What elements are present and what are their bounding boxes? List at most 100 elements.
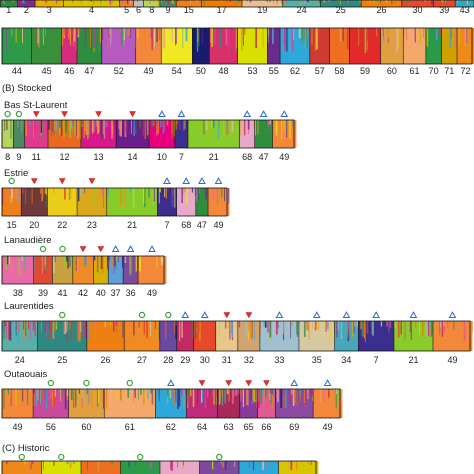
- admixture-streak: [291, 321, 294, 327]
- cluster-bar: [242, 0, 284, 7]
- admixture-streak: [155, 28, 157, 53]
- panel-2: 44 45 46 47 52 49 54 50 48 53 55 62 57 58 59 60 61 70 71 72: [1, 27, 474, 76]
- admixture-streak: [101, 389, 103, 400]
- population-block: 19: [241, 0, 284, 15]
- admixture-streak: [255, 389, 257, 401]
- admixture-streak: [67, 188, 69, 194]
- admixture-streak: [73, 256, 76, 275]
- admixture-streak: [84, 28, 87, 49]
- admixture-streak: [33, 389, 35, 406]
- admixture-streak: [55, 120, 58, 130]
- population-block: 30: [401, 0, 434, 15]
- admixture-streak: [291, 28, 294, 51]
- admixture-streak: [317, 321, 320, 331]
- admixture-streak: [280, 389, 283, 409]
- admixture-streak: [347, 321, 349, 337]
- admixture-streak: [158, 120, 160, 134]
- admixture-streak: [35, 321, 38, 328]
- admixture-streak: [196, 0, 198, 2]
- admixture-streak: [129, 256, 131, 276]
- population-block: 54: [160, 28, 193, 76]
- population-block: 66: [257, 380, 276, 432]
- admixture-streak: [261, 389, 263, 396]
- admixture-streak: [37, 120, 39, 125]
- admixture-streak: [213, 389, 215, 405]
- population-label: 28: [163, 355, 173, 365]
- admixture-streak: [297, 321, 298, 337]
- admixture-streak: [221, 188, 223, 197]
- admixture-streak: [248, 461, 251, 468]
- population-block: 24: [1, 321, 39, 365]
- admixture-streak: [173, 188, 176, 208]
- admixture-streak: [135, 120, 137, 134]
- population-block: 28: [159, 311, 178, 365]
- admixture-streak: [54, 120, 56, 132]
- cluster-bar: [2, 389, 34, 418]
- admixture-streak: [175, 321, 177, 326]
- admixture-streak: [122, 321, 124, 338]
- admixture-streak: [223, 120, 225, 135]
- admixture-streak: [342, 0, 344, 5]
- admixture-streak: [252, 389, 254, 401]
- admixture-streak: [464, 28, 466, 46]
- admixture-streak: [439, 28, 442, 37]
- admixture-streak: [359, 0, 361, 4]
- stocked-marker: [97, 246, 105, 253]
- admixture-streak: [175, 321, 177, 340]
- admixture-streak: [340, 321, 342, 340]
- admixture-streak: [364, 321, 366, 342]
- admixture-streak: [159, 188, 161, 193]
- population-label: 70: [429, 66, 439, 76]
- population-label: 49: [13, 422, 23, 432]
- admixture-streak: [65, 120, 66, 132]
- population-block: 21: [393, 311, 434, 365]
- population-block: 71: [441, 28, 458, 76]
- admixture-streak: [120, 389, 122, 400]
- admixture-streak: [92, 188, 95, 207]
- admixture-streak: [78, 389, 80, 394]
- population-block: 35: [298, 311, 336, 365]
- admixture-streak: [98, 256, 100, 264]
- admixture-streak: [184, 188, 186, 193]
- admixture-streak: [185, 0, 187, 3]
- admixture-streak: [80, 0, 83, 4]
- admixture-streak: [296, 321, 298, 335]
- admixture-streak: [150, 461, 152, 469]
- population-block: 2: [17, 0, 36, 15]
- population-label: 56: [46, 422, 56, 432]
- admixture-streak: [111, 461, 113, 465]
- admixture-streak: [277, 389, 279, 403]
- admixture-streak: [104, 0, 106, 2]
- admixture-streak: [216, 389, 217, 405]
- admixture-streak: [207, 389, 209, 398]
- admixture-streak: [304, 389, 306, 406]
- admixture-streak: [265, 389, 267, 397]
- hatchery-marker: [290, 379, 299, 386]
- population-block: 7: [157, 177, 178, 230]
- admixture-streak: [17, 120, 19, 127]
- admixture-streak: [179, 321, 181, 342]
- admixture-streak: [383, 28, 384, 38]
- admixture-streak: [290, 389, 293, 395]
- admixture-streak: [10, 389, 12, 407]
- admixture-streak: [159, 28, 161, 41]
- admixture-streak: [231, 120, 234, 133]
- stocked-marker: [225, 380, 233, 387]
- population-label: 61: [125, 422, 135, 432]
- admixture-streak: [441, 321, 444, 337]
- population-block: 11: [24, 111, 49, 162]
- admixture-streak: [108, 28, 110, 38]
- admixture-streak: [269, 389, 271, 394]
- admixture-streak: [467, 28, 468, 42]
- population-label: 44: [12, 66, 22, 76]
- admixture-streak: [133, 0, 136, 2]
- cluster-bar: [313, 389, 343, 418]
- admixture-streak: [431, 321, 433, 336]
- admixture-streak: [165, 188, 168, 199]
- admixture-streak: [190, 0, 191, 4]
- admixture-streak: [318, 28, 320, 43]
- admixture-streak: [44, 321, 47, 332]
- admixture-streak: [113, 321, 115, 332]
- admixture-streak: [414, 28, 416, 43]
- admixture-streak: [106, 256, 108, 263]
